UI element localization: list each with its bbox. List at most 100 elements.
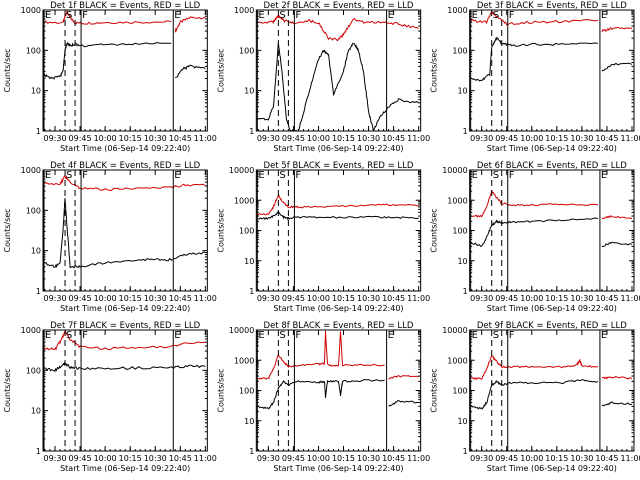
events-trace-seg-0 [470, 36, 598, 82]
x-tick-label: 10:30 [570, 454, 593, 463]
x-tick-label: 11:00 [407, 294, 430, 303]
y-tick-label: 1 [36, 447, 41, 456]
interval-marker-label: F [295, 10, 301, 21]
events-trace-seg-1 [175, 64, 206, 79]
y-tick-label: 10 [31, 87, 41, 96]
x-tick-label: 10:45 [382, 294, 405, 303]
panel-title: Det 6f BLACK = Events, RED = LLD [477, 161, 627, 171]
lld-trace-seg-1 [174, 16, 206, 33]
x-tick-label: 10:30 [144, 294, 167, 303]
events-trace-seg-0 [43, 41, 172, 80]
x-tick-label: 10:30 [144, 134, 167, 143]
x-axis-label: Start Time (06-Sep-14 09:22:40) [60, 144, 190, 153]
events-trace-seg-0 [470, 217, 598, 248]
lld-trace-seg-0 [43, 330, 206, 351]
x-tick-label: 10:00 [94, 294, 117, 303]
panel-title: Det 3f BLACK = Events, RED = LLD [477, 1, 627, 11]
lld-trace-seg-0 [43, 174, 206, 192]
x-tick-label: 10:45 [595, 294, 618, 303]
y-tick-label: 10000 [442, 326, 467, 335]
y-tick-label: 1 [463, 127, 468, 136]
y-tick-label: 1 [249, 447, 254, 456]
y-tick-label: 10 [31, 407, 41, 416]
x-tick-label: 11:00 [194, 294, 217, 303]
y-tick-label: 100 [26, 46, 41, 55]
y-tick-label: 1000 [21, 6, 41, 15]
y-tick-label: 10 [244, 87, 254, 96]
x-tick-label: 09:30 [470, 294, 493, 303]
interval-marker-label: E [388, 330, 394, 341]
interval-marker-label: E [258, 330, 264, 341]
x-tick-label: 10:45 [382, 134, 405, 143]
x-tick-label: 10:15 [545, 134, 568, 143]
x-axis-label: Start Time (06-Sep-14 09:22:40) [273, 144, 403, 153]
y-tick-label: 100 [239, 387, 254, 396]
lld-trace-seg-1 [601, 214, 633, 220]
y-tick-label: 1 [249, 127, 254, 136]
lld-trace-seg-0 [43, 10, 172, 25]
x-axis-label: Start Time (06-Sep-14 09:22:40) [60, 464, 190, 473]
x-tick-label: 10:00 [94, 454, 117, 463]
panel-title: Det 9f BLACK = Events, RED = LLD [477, 321, 627, 331]
interval-marker-label: E [45, 170, 51, 181]
lld-trace-seg-1 [601, 376, 633, 380]
lld-trace-seg-0 [257, 194, 419, 216]
interval-marker-label: E [601, 330, 607, 341]
y-tick-label: 100 [452, 387, 467, 396]
interval-marker-label: S [279, 330, 285, 341]
x-tick-label: 11:00 [407, 454, 430, 463]
x-tick-label: 10:00 [307, 134, 330, 143]
interval-marker-label: E [601, 170, 607, 181]
y-tick-label: 1000 [21, 166, 41, 175]
y-tick-label: 10 [244, 417, 254, 426]
x-tick-label: 11:00 [620, 454, 640, 463]
x-tick-label: 10:45 [595, 454, 618, 463]
y-tick-label: 10 [457, 417, 467, 426]
x-axis-label: Start Time (06-Sep-14 09:22:40) [273, 304, 403, 313]
x-tick-label: 10:00 [520, 134, 543, 143]
x-tick-label: 09:45 [282, 454, 305, 463]
x-tick-label: 10:15 [332, 454, 355, 463]
y-axis-label: Counts/sec [3, 368, 12, 412]
events-trace-seg-1 [388, 400, 419, 407]
panel-title: Det 2f BLACK = Events, RED = LLD [264, 1, 414, 11]
interval-marker-label: F [509, 330, 515, 341]
panel-title: Det 4f BLACK = Events, RED = LLD [50, 161, 200, 171]
events-trace-seg-0 [257, 42, 419, 131]
interval-marker-label: E [472, 10, 478, 21]
x-tick-label: 10:15 [332, 134, 355, 143]
events-trace-seg-0 [257, 210, 419, 221]
y-tick-label: 10 [244, 257, 254, 266]
x-tick-label: 10:30 [357, 294, 380, 303]
x-tick-label: 11:00 [194, 134, 217, 143]
x-tick-label: 09:30 [470, 134, 493, 143]
y-tick-label: 1 [463, 447, 468, 456]
interval-marker-label: F [509, 170, 515, 181]
lld-trace-seg-0 [257, 14, 419, 42]
lld-trace-seg-1 [388, 375, 419, 380]
x-tick-label: 09:30 [43, 294, 66, 303]
interval-marker-label: E [472, 330, 478, 341]
y-axis-label: Counts/sec [216, 208, 225, 252]
y-axis-label: Counts/sec [216, 368, 225, 412]
y-tick-label: 1 [36, 127, 41, 136]
x-tick-label: 10:00 [520, 454, 543, 463]
x-tick-label: 10:45 [169, 294, 192, 303]
x-tick-label: 09:45 [69, 294, 92, 303]
y-tick-label: 10000 [229, 166, 254, 175]
interval-marker-label: E [174, 170, 180, 181]
interval-marker-label: E [45, 330, 51, 341]
detector-panel-8: E S F E 09:30 09:45 10:00 10:15 10:30 10:45 11:00 1… [216, 321, 430, 473]
x-tick-label: 09:30 [257, 294, 280, 303]
y-tick-label: 1 [36, 287, 41, 296]
x-tick-label: 09:30 [470, 454, 493, 463]
interval-marker-label: S [279, 170, 285, 181]
interval-marker-label: F [295, 330, 301, 341]
y-tick-label: 100 [452, 227, 467, 236]
panel-title: Det 5f BLACK = Events, RED = LLD [264, 161, 414, 171]
x-tick-label: 10:45 [169, 134, 192, 143]
y-axis-label: Counts/sec [3, 208, 12, 252]
x-tick-label: 11:00 [620, 134, 640, 143]
